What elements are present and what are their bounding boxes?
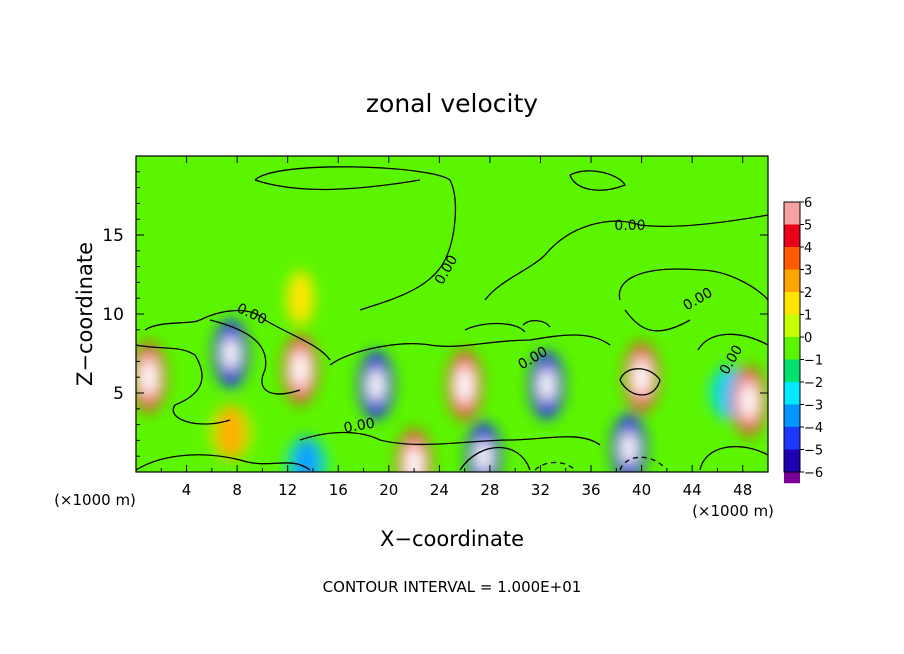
colorbar-label: 4 xyxy=(804,241,812,256)
velocity-feature xyxy=(286,271,314,326)
contour-line xyxy=(254,179,421,191)
contour-line-dashed xyxy=(619,456,666,471)
velocity-field xyxy=(136,271,767,472)
velocity-feature xyxy=(620,431,638,466)
contour-line xyxy=(299,431,601,446)
heatmap-area: 0.000.000.000.000.000.00 0.00 xyxy=(136,156,768,472)
contour-line xyxy=(136,454,311,471)
colorbar-label: 1 xyxy=(804,309,812,324)
y-axis: 5 10 15 xyxy=(102,171,768,457)
x-axis-label: X−coordinate xyxy=(380,527,524,551)
contour-line xyxy=(618,268,768,301)
contour-line xyxy=(144,309,331,361)
velocity-feature xyxy=(740,383,758,418)
colorbar-swatch xyxy=(784,359,800,382)
contour-line-dashed xyxy=(534,461,576,471)
contour-line xyxy=(329,334,611,366)
y-tick-label: 5 xyxy=(113,384,124,404)
velocity-feature xyxy=(140,360,158,395)
contour-line xyxy=(522,320,551,328)
contour-line xyxy=(464,322,526,333)
x-tick-label: 40 xyxy=(632,481,651,499)
colorbar-swatch xyxy=(784,247,800,270)
velocity-feature xyxy=(222,336,240,371)
colorbar-label: −4 xyxy=(804,421,823,436)
contour-line xyxy=(254,166,457,311)
contour-line xyxy=(619,368,661,396)
y-tick-label: 15 xyxy=(102,226,124,246)
x-tick-label: 16 xyxy=(329,481,348,499)
y-tick-label: 10 xyxy=(102,305,124,325)
velocity-feature xyxy=(367,368,385,403)
velocity-feature xyxy=(633,360,651,395)
contour-interval-text: CONTOUR INTERVAL = 1.000E+01 xyxy=(323,578,582,596)
chart-title: zonal velocity xyxy=(366,89,538,118)
colorbar-swatch xyxy=(784,269,800,292)
colorbar-label: −3 xyxy=(804,399,823,414)
colorbar-swatch xyxy=(784,382,800,405)
velocity-feature-halo xyxy=(208,405,253,460)
x-unit-right: (×1000 m) xyxy=(692,502,774,520)
zero-contours xyxy=(136,166,768,471)
colorbar-label: 5 xyxy=(804,219,812,234)
contour-line xyxy=(697,333,768,351)
colorbar-swatch xyxy=(784,337,800,360)
x-tick-label: 12 xyxy=(278,481,297,499)
colorbar-label: −6 xyxy=(804,466,823,481)
colorbar-swatch xyxy=(784,404,800,427)
colorbar-label: −5 xyxy=(804,444,823,459)
contour-line xyxy=(209,319,301,395)
colorbar: 6 5 4 3 2 1 0 −1 −2 −3 −4 −5 −6 xyxy=(783,196,823,484)
x-tick-label: 36 xyxy=(581,481,600,499)
velocity-feature xyxy=(538,368,556,403)
colorbar-label: 0 xyxy=(804,331,812,346)
contour-line xyxy=(569,170,626,191)
contour-line xyxy=(484,214,768,301)
contour-line xyxy=(699,445,768,471)
x-tick-label: 20 xyxy=(379,481,398,499)
colorbar-swatch xyxy=(784,472,800,484)
velocity-feature xyxy=(475,439,493,472)
colorbar-label: −1 xyxy=(804,354,823,369)
colorbar-label: 2 xyxy=(804,286,812,301)
x-unit-left: (×1000 m) xyxy=(54,491,136,509)
velocity-feature xyxy=(456,368,474,403)
contour-line xyxy=(136,344,231,425)
colorbar-swatch xyxy=(784,224,800,247)
y-axis-label: Z−coordinate xyxy=(73,242,97,386)
x-axis: 4 8 12 16 20 24 28 32 36 40 44 48 xyxy=(160,156,752,499)
colorbar-swatch xyxy=(784,427,800,450)
colorbar-label: 3 xyxy=(804,264,812,279)
velocity-feature xyxy=(291,352,309,387)
contour-line xyxy=(459,447,531,471)
x-tick-label: 44 xyxy=(683,481,702,499)
x-tick-label: 48 xyxy=(733,481,752,499)
contour-label: 0.00 xyxy=(614,218,645,234)
x-tick-label: 8 xyxy=(232,481,242,499)
colorbar-label: 6 xyxy=(804,196,812,211)
colorbar-swatch xyxy=(784,314,800,337)
colorbar-swatch xyxy=(784,449,800,472)
colorbar-swatch xyxy=(784,202,800,225)
x-tick-label: 4 xyxy=(182,481,192,499)
colorbar-swatch xyxy=(784,292,800,315)
x-tick-label: 24 xyxy=(430,481,449,499)
contour-line xyxy=(624,309,691,332)
contour-label: 0.00 xyxy=(343,415,376,436)
x-tick-label: 32 xyxy=(531,481,550,499)
colorbar-label: −2 xyxy=(804,376,823,391)
velocity-feature xyxy=(405,447,423,472)
x-tick-label: 28 xyxy=(480,481,499,499)
